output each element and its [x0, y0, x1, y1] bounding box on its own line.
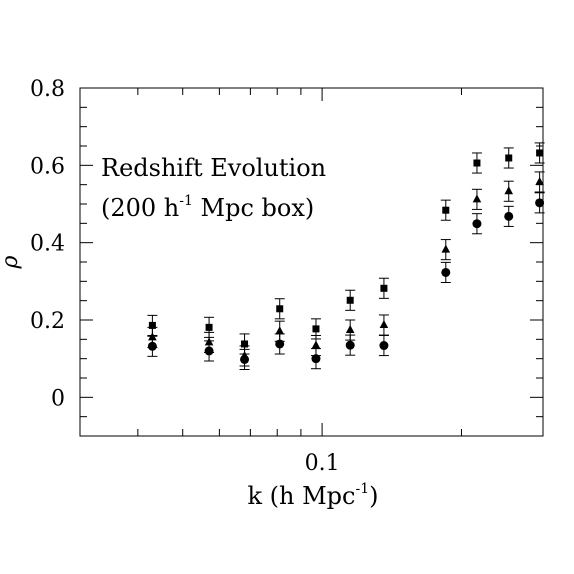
x-axis-label-prefix: k (h Mpc [247, 482, 355, 510]
data-point-circle [345, 340, 355, 350]
data-point-circle [379, 341, 389, 351]
annotation-line-2-sup: -1 [179, 193, 193, 209]
data-point-triangle [504, 186, 514, 195]
data-point-square [312, 325, 320, 333]
data-point-square [205, 323, 213, 331]
data-point-square [380, 284, 388, 292]
annotation-line-1: Redshift Evolution [101, 154, 326, 182]
data-point-triangle [472, 194, 482, 203]
data-point-square [346, 296, 354, 304]
data-point-square [473, 159, 481, 167]
y-tick-label: 0.8 [30, 77, 65, 102]
data-point-circle [441, 267, 451, 277]
plot-frame [79, 87, 544, 437]
data-point-triangle [275, 326, 285, 335]
x-axis-label-suffix: ) [369, 482, 378, 510]
data-point-square [148, 321, 156, 329]
data-point-square [241, 340, 249, 348]
data-point-square [442, 206, 450, 214]
data-point-circle [204, 346, 214, 356]
data-points [147, 142, 545, 370]
data-point-square [276, 305, 284, 313]
y-tick-label: 0 [51, 386, 65, 411]
data-point-triangle [345, 325, 355, 334]
data-point-triangle [379, 320, 389, 329]
data-point-circle [240, 354, 250, 364]
data-point-triangle [535, 176, 544, 185]
data-point-triangle [441, 244, 451, 253]
y-tick-labels: 0 0.2 0.4 0.6 0.8 [30, 77, 65, 411]
data-point-circle [311, 354, 321, 364]
data-point-square [505, 154, 513, 162]
x-axis-label: k (h Mpc-1) [247, 481, 378, 510]
x-tick-label: 0.1 [305, 451, 340, 476]
annotation-line-2-suffix: Mpc box) [193, 194, 314, 222]
data-point-circle [504, 211, 514, 221]
y-tick-label: 0.4 [30, 232, 65, 257]
data-point-circle [472, 219, 482, 229]
data-point-circle [275, 339, 285, 349]
x-axis-label-sup: -1 [355, 481, 369, 497]
data-point-circle [147, 341, 157, 351]
data-point-triangle [311, 340, 321, 349]
data-point-circle [535, 198, 545, 208]
y-tick-label: 0.6 [30, 154, 65, 179]
annotation-line-2: (200 h-1 Mpc box) [101, 193, 314, 222]
x-tick-labels: 0.1 [305, 451, 340, 476]
data-point-square [536, 149, 544, 157]
annotation-line-2-prefix: (200 h [101, 194, 179, 222]
y-tick-label: 0.2 [30, 309, 65, 334]
y-axis-label: ρ [0, 255, 23, 269]
axis-ticks [79, 87, 544, 437]
